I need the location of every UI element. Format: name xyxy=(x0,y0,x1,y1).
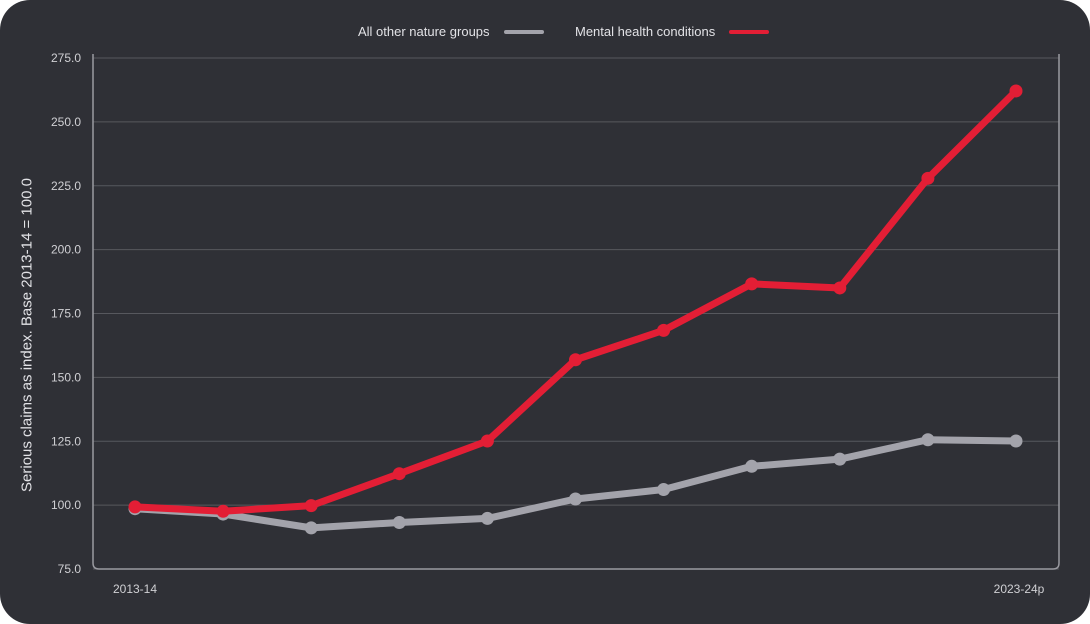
y-tick-labels: 75.0 100.0 125.0 150.0 175.0 200.0 225.0 250.0 2… xyxy=(51,51,81,576)
axis-frame xyxy=(92,54,1060,570)
legend-item-all-other-nature-groups: All other nature groups xyxy=(358,24,544,39)
data-point xyxy=(216,504,230,518)
data-point xyxy=(304,499,318,513)
data-point xyxy=(921,433,935,447)
y-tick-label: 275.0 xyxy=(51,51,81,65)
data-point xyxy=(569,353,582,367)
data-point xyxy=(833,452,847,466)
series-line xyxy=(131,436,1020,532)
legend-label-all-other-nature-groups: All other nature groups xyxy=(358,24,490,39)
x-tick-label: 2013-14 xyxy=(113,582,157,596)
data-point xyxy=(392,515,406,529)
y-tick-label: 200.0 xyxy=(51,243,81,257)
y-tick-label: 125.0 xyxy=(51,434,81,448)
x-tick-label: 2023-24p xyxy=(994,582,1045,596)
data-point xyxy=(921,171,935,185)
data-point xyxy=(569,492,582,506)
legend-swatch-all-other-nature-groups xyxy=(503,29,544,34)
data-point xyxy=(745,459,759,473)
y-tick-label: 100.0 xyxy=(51,498,81,512)
data-point xyxy=(657,323,671,337)
y-tick-label: 175.0 xyxy=(51,307,81,321)
legend-swatch-mental-health-conditions xyxy=(729,29,770,34)
data-point xyxy=(745,277,759,291)
y-tick-label: 75.0 xyxy=(58,562,82,576)
series-0 xyxy=(128,433,1023,535)
data-point xyxy=(392,467,406,481)
data-point xyxy=(1009,84,1023,98)
data-point xyxy=(128,500,142,514)
axes xyxy=(92,54,1060,570)
y-tick-label: 225.0 xyxy=(51,179,81,193)
legend-label-mental-health-conditions: Mental health conditions xyxy=(575,24,716,39)
series xyxy=(128,84,1023,535)
data-point xyxy=(657,483,671,497)
data-point xyxy=(480,511,494,525)
y-tick-label: 150.0 xyxy=(51,370,81,384)
data-point xyxy=(833,281,847,295)
series-1 xyxy=(128,84,1023,518)
grid-lines xyxy=(93,57,1059,570)
data-point xyxy=(1009,434,1023,448)
legend-item-mental-health-conditions: Mental health conditions xyxy=(575,24,770,39)
data-point xyxy=(480,434,494,448)
chart-legend: All other nature groups Mental health co… xyxy=(0,24,1090,44)
x-tick-labels: 2013-14 2023-24p xyxy=(113,582,1045,596)
data-point xyxy=(304,521,318,535)
y-tick-label: 250.0 xyxy=(51,115,81,129)
